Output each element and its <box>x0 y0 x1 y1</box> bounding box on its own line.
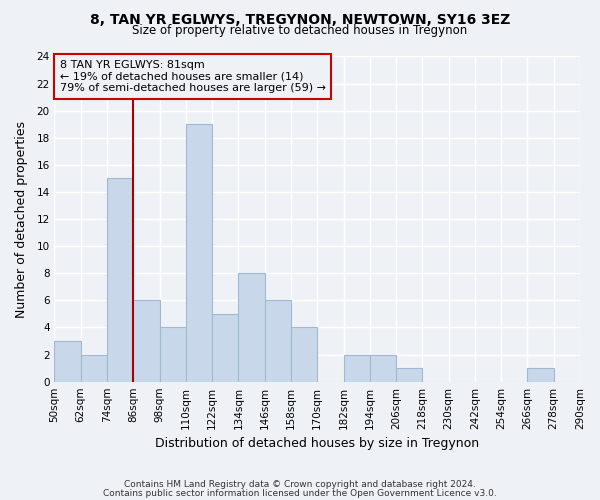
Text: Contains public sector information licensed under the Open Government Licence v3: Contains public sector information licen… <box>103 488 497 498</box>
Bar <box>212 314 238 382</box>
Bar <box>291 328 317 382</box>
Text: 8, TAN YR EGLWYS, TREGYNON, NEWTOWN, SY16 3EZ: 8, TAN YR EGLWYS, TREGYNON, NEWTOWN, SY1… <box>90 12 510 26</box>
Bar <box>81 354 107 382</box>
Bar <box>396 368 422 382</box>
Bar <box>160 328 186 382</box>
X-axis label: Distribution of detached houses by size in Tregynon: Distribution of detached houses by size … <box>155 437 479 450</box>
Text: Size of property relative to detached houses in Tregynon: Size of property relative to detached ho… <box>133 24 467 37</box>
Bar <box>527 368 554 382</box>
Bar <box>238 274 265 382</box>
Bar <box>55 341 81 382</box>
Bar <box>265 300 291 382</box>
Bar <box>343 354 370 382</box>
Bar <box>133 300 160 382</box>
Text: 8 TAN YR EGLWYS: 81sqm
← 19% of detached houses are smaller (14)
79% of semi-det: 8 TAN YR EGLWYS: 81sqm ← 19% of detached… <box>60 60 326 93</box>
Y-axis label: Number of detached properties: Number of detached properties <box>15 120 28 318</box>
Bar <box>186 124 212 382</box>
Text: Contains HM Land Registry data © Crown copyright and database right 2024.: Contains HM Land Registry data © Crown c… <box>124 480 476 489</box>
Bar <box>370 354 396 382</box>
Bar <box>107 178 133 382</box>
